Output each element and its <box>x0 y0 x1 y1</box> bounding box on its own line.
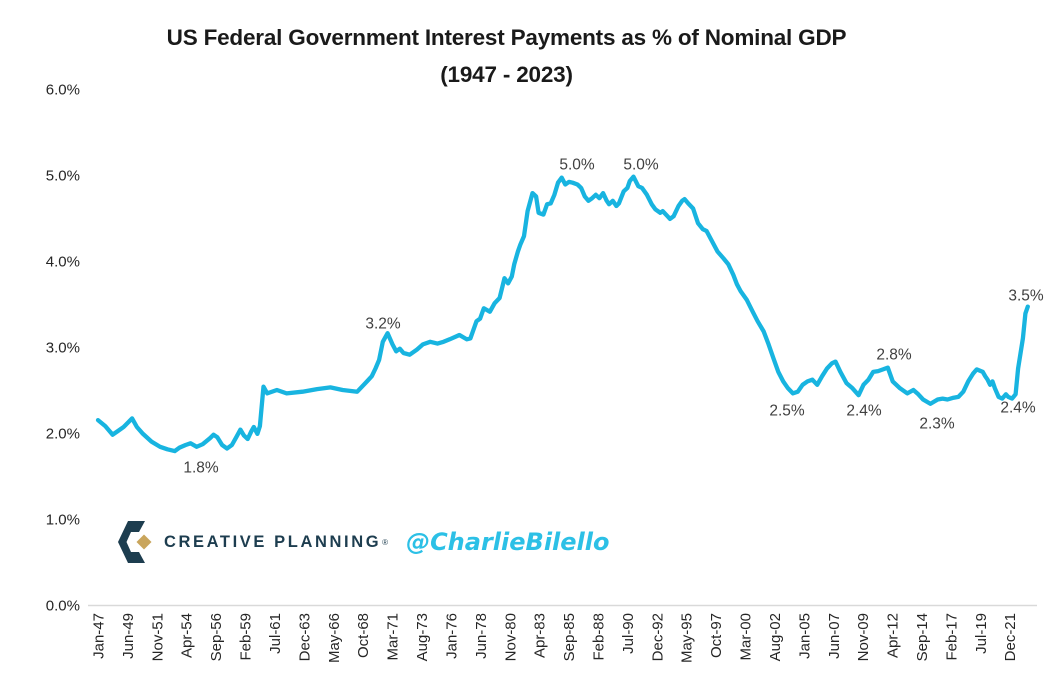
data-point-label: 2.4% <box>1000 400 1036 417</box>
x-axis-tick-label: Jan-47 <box>91 613 108 659</box>
data-point-label: 2.3% <box>919 416 955 433</box>
data-point-label: 2.8% <box>876 347 912 364</box>
data-point-label: 2.5% <box>769 403 805 420</box>
x-axis-tick-label: Mar-71 <box>385 613 402 661</box>
chart-title: US Federal Government Interest Payments … <box>0 19 1013 93</box>
x-axis-tick-label: Oct-68 <box>355 613 372 658</box>
x-axis-tick-label: May-66 <box>326 613 343 663</box>
data-point-label: 5.0% <box>623 157 659 174</box>
interest-line-series <box>95 174 1030 454</box>
x-axis-tick-label: Apr-83 <box>532 613 549 658</box>
y-axis-tick-label: 3.0% <box>46 340 80 357</box>
x-axis-tick-label: Jan-05 <box>796 613 813 659</box>
x-axis-tick-label: Nov-80 <box>502 613 519 661</box>
y-axis-tick-label: 5.0% <box>46 168 80 185</box>
twitter-handle: @CharlieBilello <box>406 528 610 556</box>
x-axis-tick-label: Jun-49 <box>120 613 137 659</box>
branding: CREATIVE PLANNING ® @CharlieBilello <box>118 520 610 564</box>
x-axis-tick-label: Feb-88 <box>590 613 607 661</box>
x-axis-tick-label: Sep-56 <box>208 613 225 661</box>
x-axis-tick-label: Aug-02 <box>767 613 784 661</box>
x-axis-tick-label: Dec-63 <box>296 613 313 661</box>
y-axis-tick-label: 1.0% <box>46 512 80 529</box>
data-point-label: 5.0% <box>559 157 595 174</box>
chart-title-line1: US Federal Government Interest Payments … <box>166 25 847 50</box>
creative-planning-logo-icon <box>118 521 152 563</box>
x-axis-tick-label: Jul-19 <box>973 613 990 654</box>
chart-title-line2: (1947 - 2023) <box>440 62 573 87</box>
x-axis-tick-label: May-95 <box>679 613 696 663</box>
x-axis-tick-label: Jun-07 <box>826 613 843 659</box>
data-point-label: 1.8% <box>183 460 219 477</box>
x-axis-tick-label: Feb-59 <box>238 613 255 661</box>
y-axis-tick-label: 0.0% <box>46 598 80 615</box>
x-axis-tick-label: Aug-73 <box>414 613 431 661</box>
x-axis-tick-label: Apr-54 <box>179 613 196 658</box>
data-point-label: 2.4% <box>846 403 882 420</box>
y-axis-tick-label: 2.0% <box>46 426 80 443</box>
x-axis-tick-label: Mar-00 <box>738 613 755 661</box>
data-point-label: 3.5% <box>1008 288 1044 305</box>
creative-planning-logo-text: CREATIVE PLANNING <box>164 532 382 551</box>
x-axis-tick-label: Apr-12 <box>885 613 902 658</box>
x-axis-tick-label: Dec-21 <box>1002 613 1019 661</box>
x-axis-tick-label: Jul-61 <box>267 613 284 654</box>
x-axis-tick-label: Sep-14 <box>914 613 931 661</box>
registered-mark: ® <box>382 537 389 547</box>
x-axis-tick-label: Nov-51 <box>149 613 166 661</box>
x-axis-tick-label: Jul-90 <box>620 613 637 654</box>
y-axis-tick-label: 4.0% <box>46 254 80 271</box>
x-axis-tick-label: Oct-97 <box>708 613 725 658</box>
y-axis-tick-label: 6.0% <box>46 82 80 99</box>
x-axis-tick-label: Feb-17 <box>943 613 960 661</box>
x-axis-tick-label: Dec-92 <box>649 613 666 661</box>
x-axis-tick-label: Sep-85 <box>561 613 578 661</box>
x-axis-tick-label: Jun-78 <box>473 613 490 659</box>
x-axis-tick-label: Jan-76 <box>443 613 460 659</box>
data-point-label: 3.2% <box>365 316 401 333</box>
x-axis-tick-label: Nov-09 <box>855 613 872 661</box>
